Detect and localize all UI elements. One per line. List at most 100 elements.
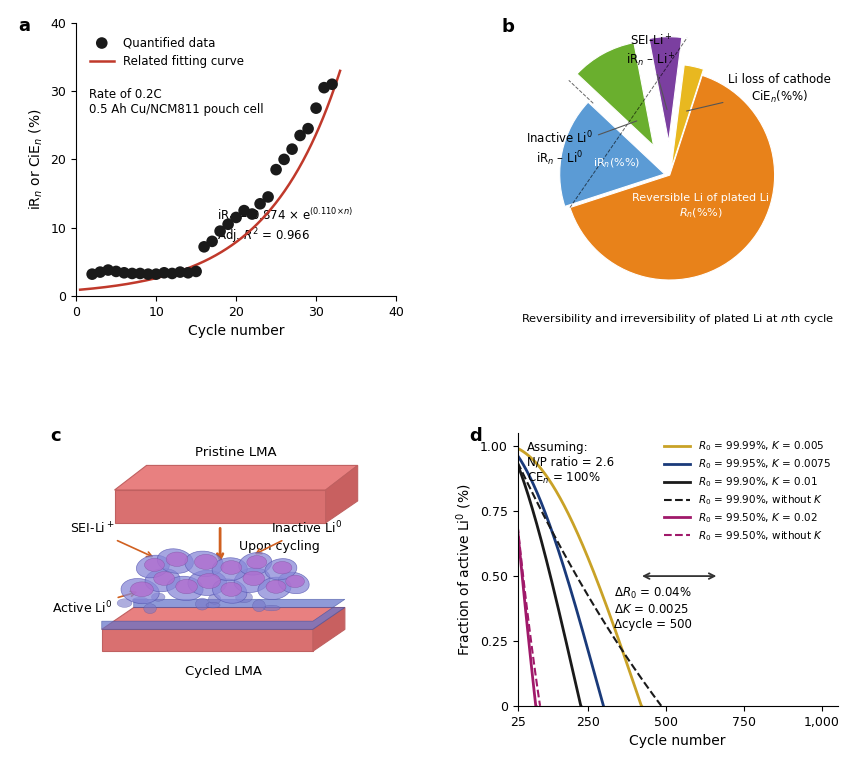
- $R_0$ = 99.50%, without $K$: [532, 680, 542, 689]
- Ellipse shape: [144, 603, 157, 613]
- $R_0$ = 99.99%, $K$ = 0.005: [636, 701, 646, 710]
- Related fitting curve: [239, 231, 249, 241]
- Ellipse shape: [188, 570, 227, 596]
- $R_0$ = 99.50%, $K$ = 0.02: [518, 579, 528, 588]
- Quantified data: [118, 266, 131, 279]
- $R_0$ = 99.90%, without $K$: [630, 665, 640, 674]
- Quantified data: [173, 266, 187, 278]
- Text: iR$_n$ = 0.874 × e$^{(0.110×n)}$
Adj. $R^2$ = 0.966: iR$_n$ = 0.874 × e$^{(0.110×n)}$ Adj. $R…: [217, 206, 353, 246]
- X-axis label: Cycle number: Cycle number: [188, 324, 284, 339]
- Related fitting curve: [75, 285, 85, 294]
- Text: Assuming:
N/P ratio = 2.6
CE$_n$ = 100%: Assuming: N/P ratio = 2.6 CE$_n$ = 100%: [527, 441, 614, 486]
- $R_0$ = 99.90%, $K$ = 0.01: [544, 568, 554, 577]
- Polygon shape: [102, 600, 345, 629]
- Text: Li loss of cathode
CiE$_n$(%%): Li loss of cathode CiE$_n$(%%): [687, 74, 832, 111]
- Line: $R_0$ = 99.50%, $K$ = 0.02: $R_0$ = 99.50%, $K$ = 0.02: [518, 529, 536, 706]
- $R_0$ = 99.50%, $K$ = 0.02: [517, 572, 527, 581]
- Quantified data: [206, 235, 219, 247]
- Text: c: c: [51, 427, 61, 446]
- $R_0$ = 99.90%, without $K$: [607, 631, 618, 640]
- Text: SEI-Li$^+$
iR$_n$ – Li$^+$: SEI-Li$^+$ iR$_n$ – Li$^+$: [626, 33, 676, 109]
- Quantified data: [253, 198, 266, 210]
- Quantified data: [125, 267, 139, 279]
- Ellipse shape: [166, 552, 188, 566]
- Text: Rate of 0.2C
0.5 Ah Cu/NCM811 pouch cell: Rate of 0.2C 0.5 Ah Cu/NCM811 pouch cell: [89, 88, 264, 116]
- Polygon shape: [114, 490, 326, 523]
- Ellipse shape: [130, 582, 153, 597]
- $R_0$ = 99.95%, $K$ = 0.0075: [563, 579, 574, 588]
- $R_0$ = 99.90%, $K$ = 0.01: [546, 573, 556, 582]
- Text: Cycled LMA: Cycled LMA: [184, 665, 261, 678]
- $R_0$ = 99.99%, $K$ = 0.005: [550, 485, 560, 494]
- Wedge shape: [671, 65, 704, 169]
- Quantified data: [213, 225, 227, 237]
- Quantified data: [222, 219, 235, 231]
- Line: $R_0$ = 99.99%, $K$ = 0.005: $R_0$ = 99.99%, $K$ = 0.005: [518, 449, 641, 706]
- Ellipse shape: [286, 575, 305, 587]
- Quantified data: [165, 267, 179, 279]
- Ellipse shape: [154, 572, 174, 585]
- Quantified data: [326, 78, 339, 90]
- Legend: Quantified data, Related fitting curve: Quantified data, Related fitting curve: [85, 31, 249, 73]
- $R_0$ = 99.95%, $K$ = 0.0075: [598, 701, 608, 710]
- $R_0$ = 99.90%, without $K$: [574, 576, 585, 585]
- Ellipse shape: [145, 568, 180, 592]
- Ellipse shape: [258, 577, 291, 600]
- $R_0$ = 99.90%, without $K$: [620, 650, 630, 659]
- Line: $R_0$ = 99.50%, without $K$: $R_0$ = 99.50%, without $K$: [518, 525, 540, 706]
- Ellipse shape: [145, 559, 164, 572]
- $R_0$ = 99.90%, $K$ = 0.01: [530, 512, 540, 521]
- Ellipse shape: [266, 580, 286, 594]
- Ellipse shape: [239, 553, 272, 575]
- Line: Related fitting curve: Related fitting curve: [80, 71, 340, 290]
- $R_0$ = 99.50%, $K$ = 0.02: [513, 524, 523, 534]
- Text: Upon cycling: Upon cycling: [239, 540, 320, 553]
- Quantified data: [150, 268, 163, 280]
- Ellipse shape: [278, 572, 309, 594]
- Polygon shape: [102, 629, 313, 651]
- $R_0$ = 99.50%, without $K$: [513, 521, 523, 530]
- $R_0$ = 99.50%, without $K$: [520, 588, 530, 597]
- Ellipse shape: [235, 592, 252, 603]
- $R_0$ = 99.90%, without $K$: [656, 701, 667, 710]
- Ellipse shape: [136, 555, 169, 578]
- Quantified data: [245, 208, 259, 220]
- $R_0$ = 99.90%, $K$ = 0.01: [513, 460, 523, 469]
- $R_0$ = 99.90%, $K$ = 0.01: [559, 630, 569, 639]
- Related fitting curve: [264, 206, 274, 216]
- Quantified data: [261, 191, 275, 203]
- $R_0$ = 99.50%, without $K$: [535, 701, 545, 710]
- $R_0$ = 99.99%, $K$ = 0.005: [578, 540, 588, 550]
- Ellipse shape: [198, 574, 221, 588]
- Text: a: a: [19, 17, 30, 36]
- Wedge shape: [570, 75, 775, 280]
- Text: Inactive Li$^0$: Inactive Li$^0$: [256, 520, 342, 553]
- $R_0$ = 99.50%, $K$ = 0.02: [519, 585, 529, 594]
- Quantified data: [93, 266, 107, 278]
- Line: $R_0$ = 99.90%, $K$ = 0.01: $R_0$ = 99.90%, $K$ = 0.01: [518, 465, 581, 706]
- Quantified data: [197, 241, 211, 253]
- Quantified data: [277, 153, 291, 165]
- $R_0$ = 99.50%, $K$ = 0.02: [524, 641, 534, 650]
- Ellipse shape: [221, 561, 242, 575]
- $R_0$ = 99.95%, $K$ = 0.0075: [572, 607, 582, 616]
- Ellipse shape: [195, 598, 209, 610]
- Related fitting curve: [107, 282, 117, 291]
- Quantified data: [141, 268, 155, 280]
- Ellipse shape: [206, 603, 220, 608]
- Ellipse shape: [208, 594, 221, 604]
- Wedge shape: [577, 43, 654, 146]
- Ellipse shape: [184, 551, 223, 576]
- Ellipse shape: [212, 579, 247, 603]
- Quantified data: [294, 129, 307, 141]
- Ellipse shape: [221, 582, 242, 597]
- $R_0$ = 99.95%, $K$ = 0.0075: [544, 520, 554, 529]
- Ellipse shape: [121, 578, 159, 603]
- $R_0$ = 99.90%, without $K$: [525, 483, 535, 492]
- $R_0$ = 99.90%, $K$ = 0.01: [519, 479, 530, 488]
- Related fitting curve: [160, 271, 170, 280]
- Text: Inactive Li$^0$
iR$_n$ – Li$^0$: Inactive Li$^0$ iR$_n$ – Li$^0$: [526, 121, 637, 168]
- $R_0$ = 99.99%, $K$ = 0.005: [585, 557, 595, 566]
- $R_0$ = 99.90%, $K$ = 0.01: [576, 701, 586, 710]
- $R_0$ = 99.95%, $K$ = 0.0075: [524, 471, 534, 480]
